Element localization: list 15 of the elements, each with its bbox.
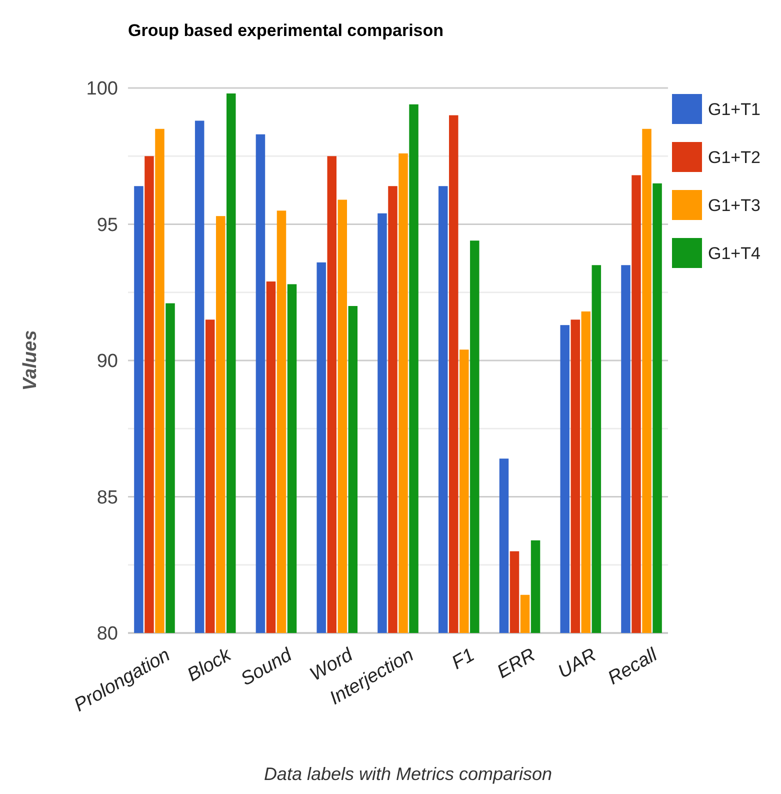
y-tick-label: 85 [96,487,118,508]
x-axis-title: Data labels with Metrics comparison [264,764,552,784]
y-axis-title: Values [20,330,41,391]
y-tick-label: 95 [96,214,118,236]
x-tick-label: F1 [448,644,478,674]
y-tick-label: 90 [96,351,118,372]
legend-label: G1+T1 [708,100,760,119]
x-tick-label: UAR [554,644,600,683]
legend-label: G1+T3 [708,196,760,215]
legend-label: G1+T2 [708,148,760,167]
x-tick-label: ERR [494,644,540,683]
chart-title: Group based experimental comparison [128,21,444,40]
y-tick-label: 80 [96,624,118,645]
legend-label: G1+T4 [708,244,760,263]
y-tick-label: 100 [86,78,118,100]
